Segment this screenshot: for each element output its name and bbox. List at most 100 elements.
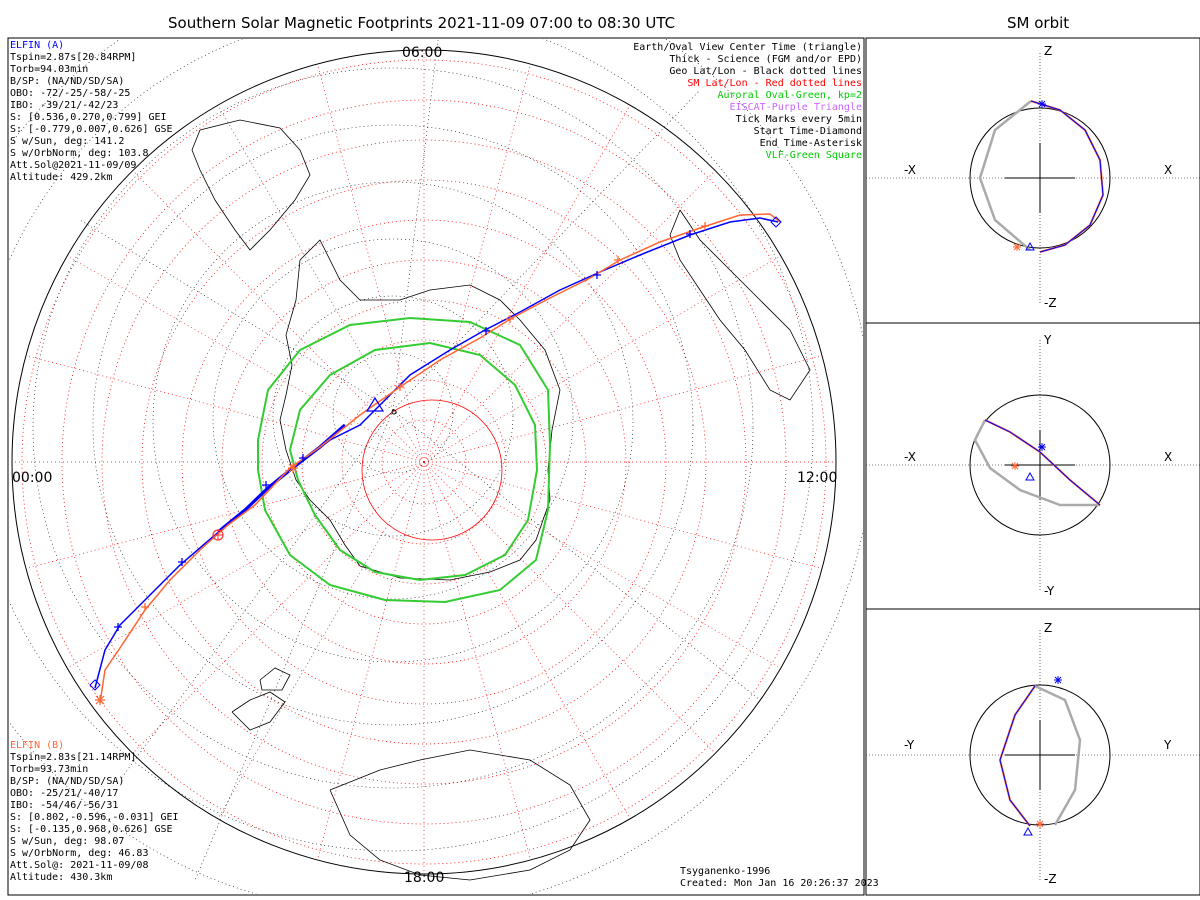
elfin-b-info: ELFIN (B) Tspin=2.83s[21.14RPM] Torb=93.… bbox=[10, 740, 179, 884]
geo-lat-circle bbox=[212, 238, 574, 600]
geo-lat-circle bbox=[152, 181, 634, 663]
geo-lon-line bbox=[392, 409, 761, 701]
footer-created: Created: Mon Jan 16 20:26:37 2023 bbox=[680, 878, 879, 889]
sm-lon-line bbox=[423, 170, 716, 463]
orbit2-top-label: Y bbox=[1044, 333, 1052, 347]
elfin-a-line: S w/Sun, deg: 141.2 bbox=[10, 136, 125, 147]
elfin-a-line: S w/OrbNorm, deg: 103.8 bbox=[10, 148, 149, 159]
land-antarctica bbox=[279, 239, 561, 581]
sm-lon-line bbox=[423, 461, 823, 569]
elfin-b-line: S w/OrbNorm, deg: 46.83 bbox=[10, 848, 149, 859]
orbit3-left-label: -Y bbox=[904, 738, 915, 752]
legend-item: Earth/Oval View Center Time (triangle) bbox=[633, 42, 862, 53]
sm-lat-circle-solid bbox=[361, 399, 503, 541]
sm-lon-line bbox=[423, 63, 531, 463]
geo-lat-circle bbox=[92, 124, 694, 726]
sm-lat-circle bbox=[21, 59, 827, 865]
orbit1-right-label: X bbox=[1164, 163, 1173, 177]
land-new-zealand-north bbox=[259, 667, 291, 691]
elfin-a-line: Torb=94.03min bbox=[10, 64, 89, 75]
elfin-a-line: S: [0.536,0.270,0.799] GEI bbox=[10, 112, 167, 123]
legend-item: SM Lat/Lon - Red dotted lines bbox=[687, 78, 862, 89]
map-title: Southern Solar Magnetic Footprints 2021-… bbox=[168, 14, 676, 32]
elfin-b-name: ELFIN (B) bbox=[10, 740, 65, 751]
orbit-gray-track bbox=[973, 419, 1100, 507]
elfin-a-info: ELFIN (A) Tspin=2.87s[20.84RPM] Torb=94.… bbox=[10, 40, 173, 184]
hour-label-left: 00:00 bbox=[12, 470, 53, 486]
sm-lon-line bbox=[423, 461, 531, 861]
elfin-b-line: Altitude: 430.3km bbox=[10, 872, 113, 883]
elfin-b-tick bbox=[614, 256, 622, 264]
orbit-frame bbox=[865, 37, 1200, 896]
orbit-b-end-asterisk bbox=[1011, 462, 1019, 470]
sm-lon-line bbox=[67, 461, 425, 669]
legend-item: Thick - Science (FGM and/or EPD) bbox=[669, 54, 862, 65]
elfin-a-end-marker bbox=[770, 216, 782, 228]
elfin-b-line: IBO: -54/46/-56/31 bbox=[10, 800, 119, 811]
legend-item: Start Time-Diamond bbox=[753, 126, 862, 137]
orbit-panel-2 bbox=[866, 340, 1200, 590]
sm-lon-line bbox=[423, 355, 823, 463]
sm-lat-circle bbox=[181, 219, 667, 705]
orbit1-top-label: Z bbox=[1044, 44, 1053, 58]
elfin-b-tick bbox=[141, 603, 149, 611]
orbit-title: SM orbit bbox=[1007, 14, 1070, 32]
orbit-view-triangle bbox=[1025, 471, 1035, 481]
legend-item: End Time-Asterisk bbox=[759, 138, 862, 149]
footer-model: Tsyganenko-1996 bbox=[680, 866, 771, 877]
elfin-b-start-marker bbox=[95, 695, 105, 705]
sm-lon-line bbox=[67, 255, 425, 463]
hour-label-top: 06:00 bbox=[402, 45, 443, 61]
elfin-a-track bbox=[94, 217, 779, 689]
hour-label-bottom: 18:00 bbox=[404, 870, 445, 886]
sm-lon-line bbox=[25, 355, 425, 463]
orbit-a-track bbox=[1030, 100, 1104, 253]
polar-map bbox=[9, 39, 863, 894]
earth-circle bbox=[969, 394, 1111, 536]
sm-lat-circle bbox=[101, 139, 747, 785]
geo-lat-circle bbox=[332, 352, 454, 474]
map-frame bbox=[7, 37, 865, 896]
target-marker-cross bbox=[213, 530, 223, 540]
elfin-a-line: S: [-0.779,0.007,0.626] GSE bbox=[10, 124, 173, 135]
elfin-a-tick bbox=[299, 454, 307, 462]
geo-lat-circle bbox=[9, 39, 814, 852]
orbit2-left-label: -X bbox=[904, 450, 916, 464]
orbit-view-triangle bbox=[1023, 826, 1033, 836]
elfin-a-line: Tspin=2.87s[20.84RPM] bbox=[10, 52, 137, 63]
orbit3-bottom-label: -Z bbox=[1044, 872, 1057, 886]
legend-item: EISCAT-Purple Triangle bbox=[729, 102, 862, 113]
sm-lon-line bbox=[25, 461, 425, 569]
elfin-b-tick bbox=[506, 315, 514, 323]
elfin-b-line: Torb=93.73min bbox=[10, 764, 89, 775]
orbit3-right-label: Y bbox=[1164, 738, 1172, 752]
orbit-b-track bbox=[998, 685, 1036, 827]
sm-lon-line bbox=[132, 461, 425, 754]
orbit-panel-3 bbox=[866, 630, 1200, 880]
elfin-a-line: Altitude: 429.2km bbox=[10, 172, 113, 183]
elfin-b-line: B/SP: (NA/ND/SD/SA) bbox=[10, 776, 125, 787]
sm-lat-circle bbox=[341, 379, 507, 545]
elfin-b-tick bbox=[701, 222, 709, 230]
elfin-a-line: B/SP: (NA/ND/SD/SA) bbox=[10, 76, 125, 87]
elfin-a-tick bbox=[482, 327, 490, 335]
orbit-b-end-asterisk bbox=[1013, 243, 1021, 251]
orbit-a-end-asterisk bbox=[1038, 443, 1046, 451]
elfin-a-line: IBO: -39/21/-42/23 bbox=[10, 100, 119, 111]
sm-lon-line bbox=[423, 461, 781, 669]
sm-lat-circle bbox=[381, 419, 467, 505]
legend-item: Tick Marks every 5min bbox=[735, 114, 862, 125]
elfin-b-line: S: [0.802,-0.596,-0.031] GEI bbox=[10, 812, 179, 823]
orbit1-left-label: -X bbox=[904, 163, 916, 177]
orbit1-bottom-label: -Z bbox=[1044, 296, 1057, 310]
sm-lon-line bbox=[423, 461, 716, 754]
geo-lat-circle bbox=[272, 295, 514, 537]
elfin-b-line: OBO: -25/21/-40/17 bbox=[10, 788, 119, 799]
geo-lon-line bbox=[119, 409, 394, 781]
elfin-a-tick bbox=[262, 481, 270, 489]
orbit-gray-track bbox=[1034, 684, 1082, 826]
elfin-b-line: Att.Sol@: 2021-11-09/08 bbox=[10, 860, 149, 871]
sm-lon-line bbox=[423, 461, 631, 819]
orbit-a-end-asterisk bbox=[1054, 676, 1062, 684]
